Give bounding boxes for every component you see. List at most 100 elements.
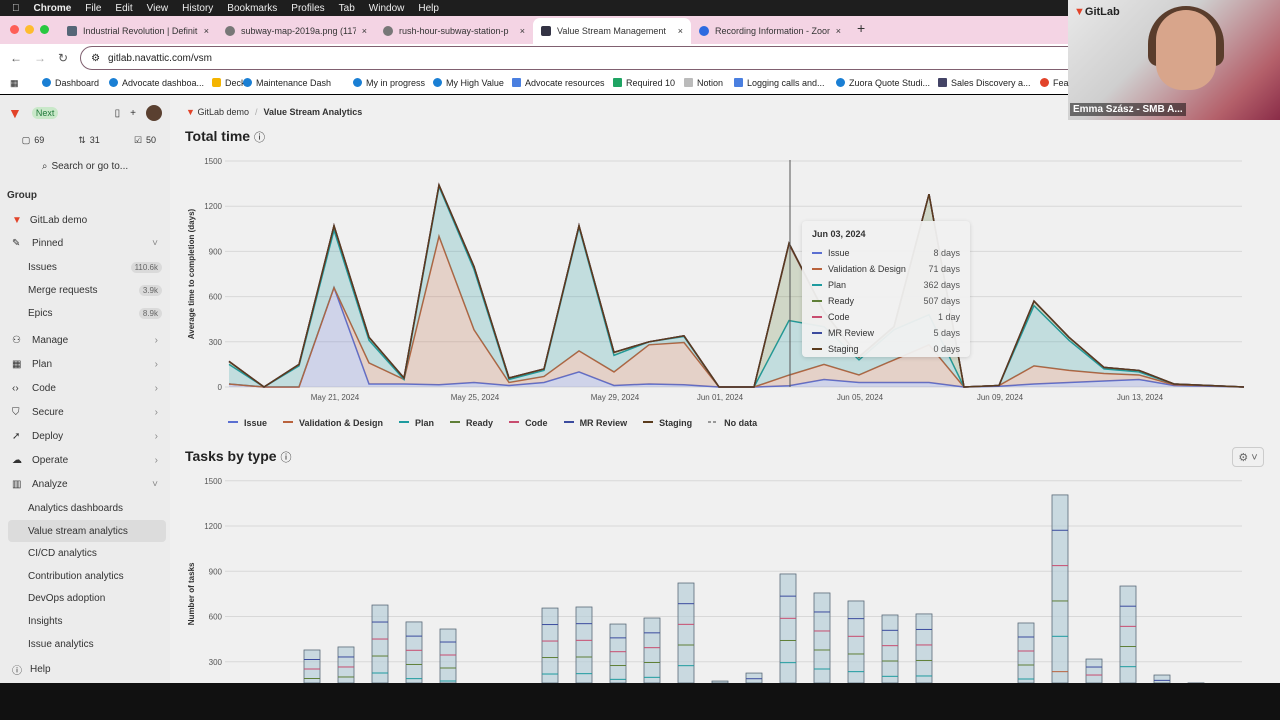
- breadcrumb-group[interactable]: ▼ GitLab demo: [186, 107, 249, 117]
- sidebar-item-ci-cd-analytics[interactable]: CI/CD analytics: [28, 547, 97, 559]
- menu-chrome[interactable]: Chrome: [26, 2, 72, 14]
- breadcrumb-page[interactable]: Value Stream Analytics: [263, 107, 363, 117]
- close-tab-icon[interactable]: ×: [203, 26, 209, 36]
- bookmark[interactable]: Maintenance Dash: [243, 78, 331, 88]
- sidebar-item-epics[interactable]: Epics 8.9k: [8, 302, 166, 324]
- bar[interactable]: [847, 600, 865, 683]
- sidebar-item-deploy[interactable]: ➚ Deploy ›: [12, 430, 158, 442]
- sidebar-item-issues[interactable]: Issues 110.6k: [8, 256, 166, 278]
- bookmark[interactable]: Notion: [684, 78, 723, 88]
- legend-item[interactable]: No data: [708, 418, 757, 428]
- apps-icon[interactable]: ▦: [10, 78, 19, 88]
- tab-zoom-recording[interactable]: Recording Information - Zoom ×: [691, 18, 849, 44]
- bar[interactable]: [1119, 585, 1137, 683]
- legend-item[interactable]: Validation & Design: [283, 418, 383, 428]
- bar[interactable]: [813, 592, 831, 683]
- sidebar-item-operate[interactable]: ☁ Operate ›: [12, 454, 158, 466]
- sidebar-item-analyze[interactable]: ▥ Analyze ˅: [12, 478, 158, 490]
- tab-subway-map[interactable]: subway-map-2019a.png (117 ×: [217, 18, 375, 44]
- sidebar-item-contribution-analytics[interactable]: Contribution analytics: [28, 570, 124, 582]
- back-icon[interactable]: ←: [10, 51, 22, 65]
- merge-requests-button[interactable]: ⇅ 31: [78, 134, 100, 146]
- new-tab-button[interactable]: +: [857, 20, 866, 36]
- create-new-icon[interactable]: +: [130, 107, 136, 119]
- legend-item[interactable]: Issue: [228, 418, 267, 428]
- menu-history[interactable]: History: [174, 2, 213, 14]
- help-button[interactable]: ⓘ Help: [12, 663, 51, 677]
- bar[interactable]: [405, 621, 423, 683]
- bookmark[interactable]: Sales Discovery a...: [938, 78, 1031, 88]
- bar[interactable]: [745, 672, 763, 683]
- bookmark[interactable]: Zuora Quote Studi...: [836, 78, 930, 88]
- search-button[interactable]: ⌕ Search or go to...: [41, 160, 129, 172]
- sidebar-item-gitlab-demo[interactable]: ▼ GitLab demo: [12, 214, 88, 226]
- legend-item[interactable]: Staging: [643, 418, 692, 428]
- bookmark[interactable]: Fea: [1040, 78, 1069, 88]
- info-icon[interactable]: ⓘ: [280, 452, 292, 464]
- menu-file[interactable]: File: [77, 2, 101, 14]
- close-window-button[interactable]: [10, 25, 19, 34]
- bar[interactable]: [371, 604, 389, 683]
- chart-settings-button[interactable]: ⚙ ˅: [1232, 447, 1264, 467]
- sidebar-item-value-stream-analytics[interactable]: Value stream analytics: [8, 520, 166, 542]
- info-icon[interactable]: ⓘ: [253, 132, 265, 144]
- bar[interactable]: [337, 646, 355, 683]
- sidebar-item-merge-requests[interactable]: Merge requests 3.9k: [8, 279, 166, 301]
- sidebar-item-secure[interactable]: ⛉ Secure ›: [12, 406, 158, 418]
- bookmark[interactable]: Advocate dashboa...: [109, 78, 204, 88]
- tab-industrial-revolution[interactable]: Industrial Revolution | Definit ×: [59, 18, 217, 44]
- menu-bookmarks[interactable]: Bookmarks: [219, 2, 277, 14]
- bar[interactable]: [677, 582, 695, 683]
- avatar[interactable]: [146, 105, 162, 121]
- menu-edit[interactable]: Edit: [107, 2, 132, 14]
- close-tab-icon[interactable]: ×: [519, 26, 525, 36]
- sidebar-item-devops-adoption[interactable]: DevOps adoption: [28, 592, 106, 604]
- bookmark[interactable]: Required 10: [613, 78, 675, 88]
- assigned-issues-button[interactable]: ▢ 69: [21, 134, 45, 146]
- gitlab-logo-icon[interactable]: ▼: [8, 105, 22, 121]
- bar[interactable]: [779, 573, 797, 683]
- bar[interactable]: [643, 617, 661, 683]
- bookmark[interactable]: Logging calls and...: [734, 78, 825, 88]
- bar[interactable]: [303, 649, 321, 683]
- menu-view[interactable]: View: [139, 2, 169, 14]
- todos-button[interactable]: ☑ 50: [133, 134, 157, 146]
- bar[interactable]: [1051, 494, 1069, 683]
- sidebar-item-code[interactable]: ‹› Code ›: [12, 382, 158, 394]
- bar[interactable]: [575, 606, 593, 683]
- bookmark[interactable]: Deck: [212, 78, 246, 88]
- close-tab-icon[interactable]: ×: [677, 26, 683, 36]
- legend-item[interactable]: Ready: [450, 418, 493, 428]
- sidebar-item-insights[interactable]: Insights: [28, 615, 63, 627]
- forward-icon[interactable]: →: [34, 51, 46, 65]
- legend-item[interactable]: Code: [509, 418, 548, 428]
- zoom-window-button[interactable]: [40, 25, 49, 34]
- menu-profiles[interactable]: Profiles: [283, 2, 324, 14]
- site-settings-icon[interactable]: ⚙: [91, 52, 101, 64]
- tab-rush-hour[interactable]: rush-hour-subway-station-p ×: [375, 18, 533, 44]
- collapse-sidebar-icon[interactable]: ▯: [114, 107, 121, 119]
- legend-item[interactable]: MR Review: [563, 418, 627, 428]
- close-tab-icon[interactable]: ×: [361, 26, 367, 36]
- sidebar-item-issue-analytics[interactable]: Issue analytics: [28, 638, 94, 650]
- bar[interactable]: [541, 607, 559, 683]
- bar[interactable]: [711, 680, 729, 683]
- bookmark[interactable]: My in progress: [353, 78, 425, 88]
- bar[interactable]: [1085, 658, 1103, 683]
- bar[interactable]: [609, 623, 627, 683]
- legend-item[interactable]: Plan: [399, 418, 434, 428]
- bar[interactable]: [915, 613, 933, 683]
- sidebar-item-analytics-dashboards[interactable]: Analytics dashboards: [28, 502, 124, 514]
- bar[interactable]: [1017, 622, 1035, 683]
- menu-help[interactable]: Help: [410, 2, 439, 14]
- menu-tab[interactable]: Tab: [331, 2, 355, 14]
- bookmark[interactable]: Dashboard: [42, 78, 99, 88]
- sidebar-item-pinned[interactable]: ✎ Pinned ˅: [12, 237, 158, 249]
- bookmark[interactable]: Advocate resources: [512, 78, 605, 88]
- sidebar-item-plan[interactable]: ▦ Plan ›: [12, 358, 158, 370]
- apple-icon[interactable]: : [12, 3, 20, 14]
- minimize-window-button[interactable]: [25, 25, 34, 34]
- bar[interactable]: [881, 614, 899, 683]
- close-tab-icon[interactable]: ×: [835, 26, 841, 36]
- sidebar-item-manage[interactable]: ⚇ Manage ›: [12, 334, 158, 346]
